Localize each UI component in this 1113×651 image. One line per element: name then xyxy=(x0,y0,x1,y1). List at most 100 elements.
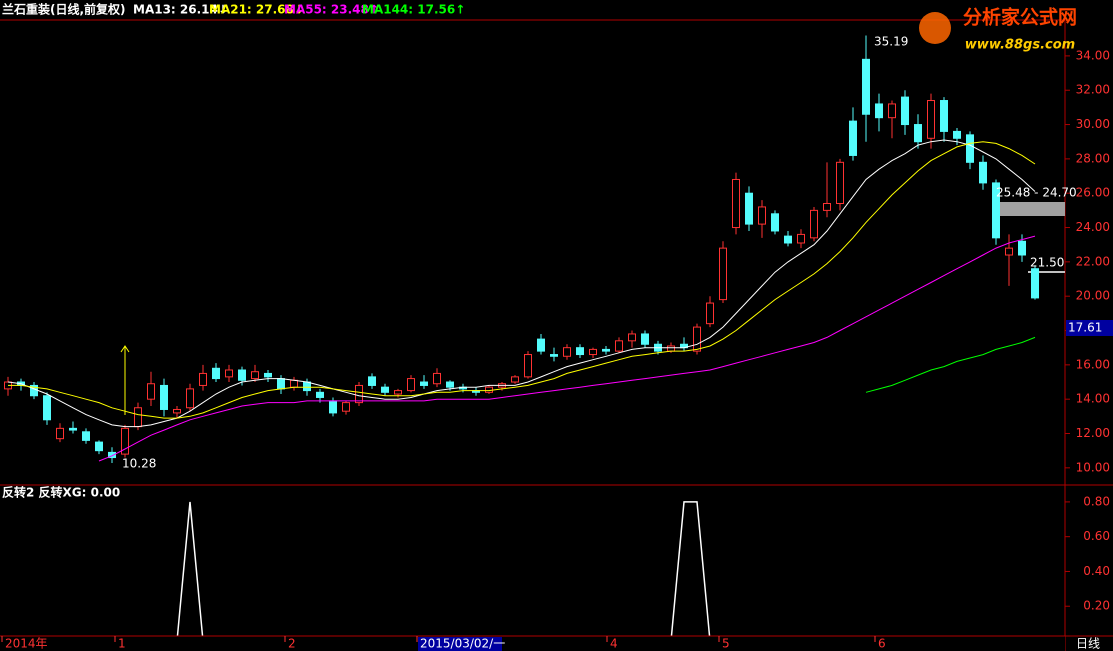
candle-body xyxy=(979,161,987,184)
candle-body xyxy=(1018,240,1026,256)
candle-body xyxy=(550,354,558,357)
time-label: 2 xyxy=(288,637,296,651)
candle-body xyxy=(160,384,168,410)
candle-body xyxy=(95,441,103,452)
candle-body xyxy=(394,390,402,395)
candle-body xyxy=(238,369,246,381)
title: 兰石重装(日线,前复权) xyxy=(2,2,126,17)
price-box-label: 17.61 xyxy=(1068,321,1102,335)
ma-line xyxy=(7,139,1036,428)
candle-body xyxy=(420,381,428,386)
candle-body xyxy=(56,427,64,440)
time-label: 4 xyxy=(610,637,618,651)
candle-body xyxy=(784,235,792,244)
candle-body xyxy=(810,209,818,239)
candle-body xyxy=(771,213,779,232)
y-tick-label: 0.80 xyxy=(1083,494,1110,508)
y-tick-label: 14.00 xyxy=(1076,392,1110,406)
y-tick-label: 12.00 xyxy=(1076,426,1110,440)
y-tick-label: 0.60 xyxy=(1083,529,1110,543)
y-tick-label: 34.00 xyxy=(1076,48,1110,62)
legend-entry: MA21: 27.68↓ xyxy=(209,3,304,17)
level-label: 21.50 xyxy=(1030,256,1064,270)
y-tick-label: 32.00 xyxy=(1076,83,1110,97)
candle-body xyxy=(693,326,701,352)
candle-body xyxy=(953,130,961,139)
ma-line xyxy=(98,235,1036,462)
ma-line xyxy=(8,141,1036,419)
time-cursor xyxy=(418,637,502,651)
candle-body xyxy=(368,376,376,386)
candle-body xyxy=(355,384,363,404)
candle-body xyxy=(914,124,922,143)
candle-body xyxy=(888,103,896,119)
watermark-url: www.88gs.com xyxy=(965,38,1075,53)
candle-body xyxy=(849,120,857,156)
candle-body xyxy=(615,340,623,352)
y-tick-label: 30.00 xyxy=(1076,117,1110,131)
y-tick-label: 24.00 xyxy=(1076,220,1110,234)
candle-body xyxy=(290,379,298,388)
candle-body xyxy=(277,378,285,390)
candle-body xyxy=(316,391,324,398)
time-label: 6 xyxy=(878,637,886,651)
candle-body xyxy=(381,386,389,393)
candle-body xyxy=(927,100,935,139)
candle-body xyxy=(563,347,571,357)
candle-body xyxy=(342,402,350,412)
plot: 10.0012.0014.0016.0018.0020.0022.0024.00… xyxy=(4,35,1110,613)
candle-body xyxy=(212,367,220,380)
legend-entry: MA13: 26.14↓ xyxy=(133,3,228,17)
candle-body xyxy=(992,182,1000,239)
candle-body xyxy=(823,203,831,211)
candle-body xyxy=(43,395,51,421)
candle-body xyxy=(173,408,181,414)
price-box xyxy=(1066,320,1113,336)
candle-body xyxy=(641,333,649,345)
candle-body xyxy=(446,381,454,388)
legend-entry: MA144: 17.56↑ xyxy=(362,3,465,17)
ma-line xyxy=(865,336,1036,393)
candle-body xyxy=(108,451,116,459)
watermark-name: 分析家公式网 xyxy=(963,6,1077,29)
y-tick-label: 0.20 xyxy=(1083,599,1110,613)
y-tick-label: 22.00 xyxy=(1076,254,1110,268)
candle-body xyxy=(511,376,519,383)
candle-body xyxy=(186,388,194,409)
candle-body xyxy=(758,206,766,225)
watermark-logo xyxy=(919,12,951,44)
candle-body xyxy=(1005,247,1013,256)
candle-body xyxy=(797,233,805,244)
candle-body xyxy=(576,347,584,356)
candle-body xyxy=(329,400,337,414)
candle-body xyxy=(628,333,636,342)
candle-body xyxy=(940,100,948,132)
high-label: 35.19 xyxy=(874,35,908,49)
legend-entry: MA55: 23.48↑ xyxy=(284,3,379,17)
candle-body xyxy=(407,378,415,392)
candle-body xyxy=(706,302,714,325)
period-label: 日线 xyxy=(1076,637,1100,651)
time-axis xyxy=(0,636,1065,651)
candle-body xyxy=(199,372,207,386)
candle-body xyxy=(485,386,493,393)
candle-body xyxy=(264,372,272,378)
candle-body xyxy=(537,338,545,352)
time-label: 5 xyxy=(722,637,730,651)
y-tick-label: 26.00 xyxy=(1076,186,1110,200)
time-label: 2015/03/02/一 xyxy=(420,637,505,651)
candle-body xyxy=(524,354,532,378)
candle-body xyxy=(602,348,610,352)
y-tick-label: 16.00 xyxy=(1076,357,1110,371)
band-label: 25.48 - 24.70 xyxy=(996,186,1077,200)
y-tick-label: 28.00 xyxy=(1076,151,1110,165)
y-tick-label: 20.00 xyxy=(1076,289,1110,303)
candle-body xyxy=(251,371,259,380)
candle-body xyxy=(303,381,311,392)
candle-body xyxy=(134,407,142,428)
candle-body xyxy=(433,372,441,385)
low-label: 10.28 xyxy=(122,457,156,471)
candle-body xyxy=(836,161,844,205)
candle-body xyxy=(121,427,129,455)
candle-body xyxy=(719,247,727,301)
